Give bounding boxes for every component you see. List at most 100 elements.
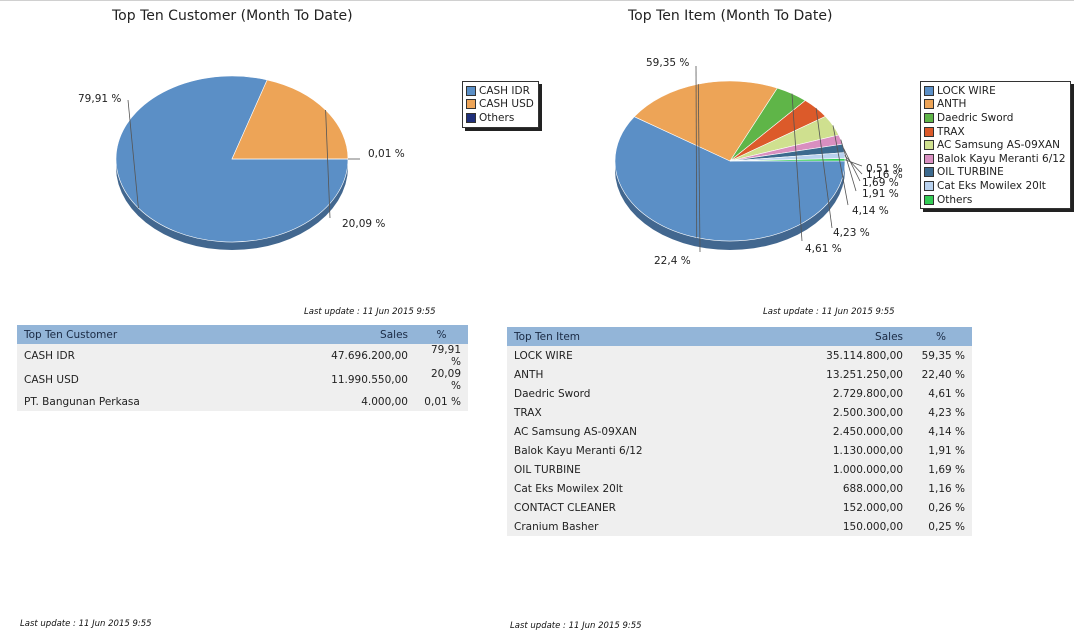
table-row: Balok Kayu Meranti 6/12 1.130.000,00 1,91 …	[507, 441, 972, 460]
legend-entry: Daedric Sword	[924, 111, 1066, 125]
legend-entry: Others	[466, 111, 534, 125]
legend-swatch	[924, 153, 934, 164]
column-header-percent: %	[910, 327, 972, 346]
pie-leader-line	[832, 125, 849, 206]
legend-swatch	[924, 85, 934, 96]
cell-percent: 4,23 %	[910, 403, 972, 422]
legend-swatch	[924, 99, 934, 110]
legend-entry: OIL TURBINE	[924, 166, 1066, 180]
legend-label: CASH IDR	[479, 84, 530, 97]
cell-sales: 1.000.000,00	[771, 460, 910, 479]
pie-data-label: 0,51 %	[866, 163, 903, 175]
pie-data-label: 0,01 %	[368, 148, 405, 160]
legend-label: AC Samsung AS-09XAN	[937, 139, 1061, 152]
chart-title-item: Top Ten Item (Month To Date)	[628, 8, 833, 24]
pie-data-label: 1,69 %	[862, 177, 899, 189]
pie-chart-customer: 79,91 % 20,09 % 0,01 %	[78, 75, 405, 250]
pie-data-label: 20,09 %	[342, 218, 385, 230]
pie-data-label: 1,16 %	[866, 169, 903, 181]
legend-swatch	[466, 112, 476, 123]
cell-sales: 13.251.250,00	[771, 365, 910, 384]
pie-leader-line	[815, 107, 833, 229]
legend-label: Others	[937, 193, 973, 206]
item-table: Top Ten Item Sales % LOCK WIRE 35.114.800…	[507, 327, 972, 536]
table-row: TRAX 2.500.300,00 4,23 %	[507, 403, 972, 422]
chart-title-customer: Top Ten Customer (Month To Date)	[112, 8, 353, 24]
column-header-percent: %	[415, 325, 468, 344]
pie-leader-line	[840, 139, 857, 192]
table-row: PT. Bangunan Perkasa 4.000,00 0,01 %	[17, 392, 468, 411]
pie-leader-line	[695, 65, 698, 238]
table-header-row: Top Ten Item Sales %	[507, 327, 972, 346]
pie-slice	[729, 158, 846, 162]
cell-name: CONTACT CLEANER	[507, 498, 771, 517]
table-header-row: Top Ten Customer Sales %	[17, 325, 468, 344]
cell-name: CASH USD	[17, 368, 291, 392]
cell-name: PT. Bangunan Perkasa	[17, 392, 291, 411]
column-header-customer: Top Ten Customer	[17, 325, 291, 344]
cell-percent: 20,09 %	[415, 368, 468, 392]
cell-sales: 688.000,00	[771, 479, 910, 498]
legend-entry: CASH IDR	[466, 84, 534, 98]
cell-percent: 1,69 %	[910, 460, 972, 479]
cell-name: ANTH	[507, 365, 771, 384]
cell-name: Cranium Basher	[507, 517, 771, 536]
cell-sales: 2.729.800,00	[771, 384, 910, 403]
pie-leader-line	[697, 84, 701, 253]
pie-data-label: 4,61 %	[805, 243, 842, 255]
cell-name: LOCK WIRE	[507, 346, 771, 365]
pie-chart-item: 59,35 % 22,4 % 4,61 % 4,23 % 4,14 % 1,91 %1,6…	[614, 57, 903, 267]
cell-sales: 47.696.200,00	[291, 344, 415, 368]
legend-entry: ANTH	[924, 98, 1066, 112]
legend-label: CASH USD	[479, 98, 534, 111]
legend-entry: LOCK WIRE	[924, 84, 1066, 98]
pie-leader-line	[325, 109, 331, 219]
legend-label: OIL TURBINE	[937, 166, 1004, 179]
legend-entry: AC Samsung AS-09XAN	[924, 138, 1066, 152]
table-row: CONTACT CLEANER 152.000,00 0,26 %	[507, 498, 972, 517]
table-row: ANTH 13.251.250,00 22,40 %	[507, 365, 972, 384]
table-row: Cat Eks Mowilex 20lt 688.000,00 1,16 %	[507, 479, 972, 498]
legend-swatch	[466, 85, 476, 96]
legend-swatch	[924, 140, 934, 151]
cell-percent: 1,16 %	[910, 479, 972, 498]
table-row: Daedric Sword 2.729.800,00 4,61 %	[507, 384, 972, 403]
cell-percent: 0,26 %	[910, 498, 972, 517]
legend-entry: TRAX	[924, 125, 1066, 139]
cell-percent: 59,35 %	[910, 346, 972, 365]
cell-percent: 1,91 %	[910, 441, 972, 460]
legend-label: Cat Eks Mowilex 20lt	[937, 179, 1046, 192]
cell-percent: 22,40 %	[910, 365, 972, 384]
pie-leader-line	[127, 99, 139, 209]
cell-sales: 2.450.000,00	[771, 422, 910, 441]
cell-name: OIL TURBINE	[507, 460, 771, 479]
legend-swatch	[924, 126, 934, 137]
legend-entry: Others	[924, 193, 1066, 207]
cell-sales: 4.000,00	[291, 392, 415, 411]
cell-percent: 0,25 %	[910, 517, 972, 536]
legend-label: Balok Kayu Meranti 6/12	[937, 152, 1066, 165]
column-header-item: Top Ten Item	[507, 327, 771, 346]
table-row: CASH USD 11.990.550,00 20,09 %	[17, 368, 468, 392]
legend-swatch	[924, 167, 934, 178]
pie-data-label: 4,23 %	[833, 227, 870, 239]
legend-label: ANTH	[937, 98, 967, 111]
cell-sales: 150.000,00	[771, 517, 910, 536]
legend-entry: Balok Kayu Meranti 6/12	[924, 152, 1066, 166]
table-row: Cranium Basher 150.000,00 0,25 %	[507, 517, 972, 536]
legend-label: TRAX	[937, 125, 965, 138]
column-header-sales: Sales	[771, 327, 910, 346]
last-update-item: Last update : 11 Jun 2015 9:55	[510, 621, 642, 631]
cell-percent: 79,91 %	[415, 344, 468, 368]
pie-data-label: 1,91 %	[862, 188, 899, 200]
last-update-customer-chart: Last update : 11 Jun 2015 9:55	[304, 307, 436, 317]
legend-entry: CASH USD	[466, 98, 534, 112]
cell-name: CASH IDR	[17, 344, 291, 368]
pie-data-label: 59,35 %	[646, 57, 689, 69]
cell-sales: 35.114.800,00	[771, 346, 910, 365]
cell-name: Cat Eks Mowilex 20lt	[507, 479, 771, 498]
cell-percent: 0,01 %	[415, 392, 468, 411]
pie-data-label: 79,91 %	[78, 93, 121, 105]
cell-percent: 4,14 %	[910, 422, 972, 441]
legend-label: Daedric Sword	[937, 111, 1014, 124]
